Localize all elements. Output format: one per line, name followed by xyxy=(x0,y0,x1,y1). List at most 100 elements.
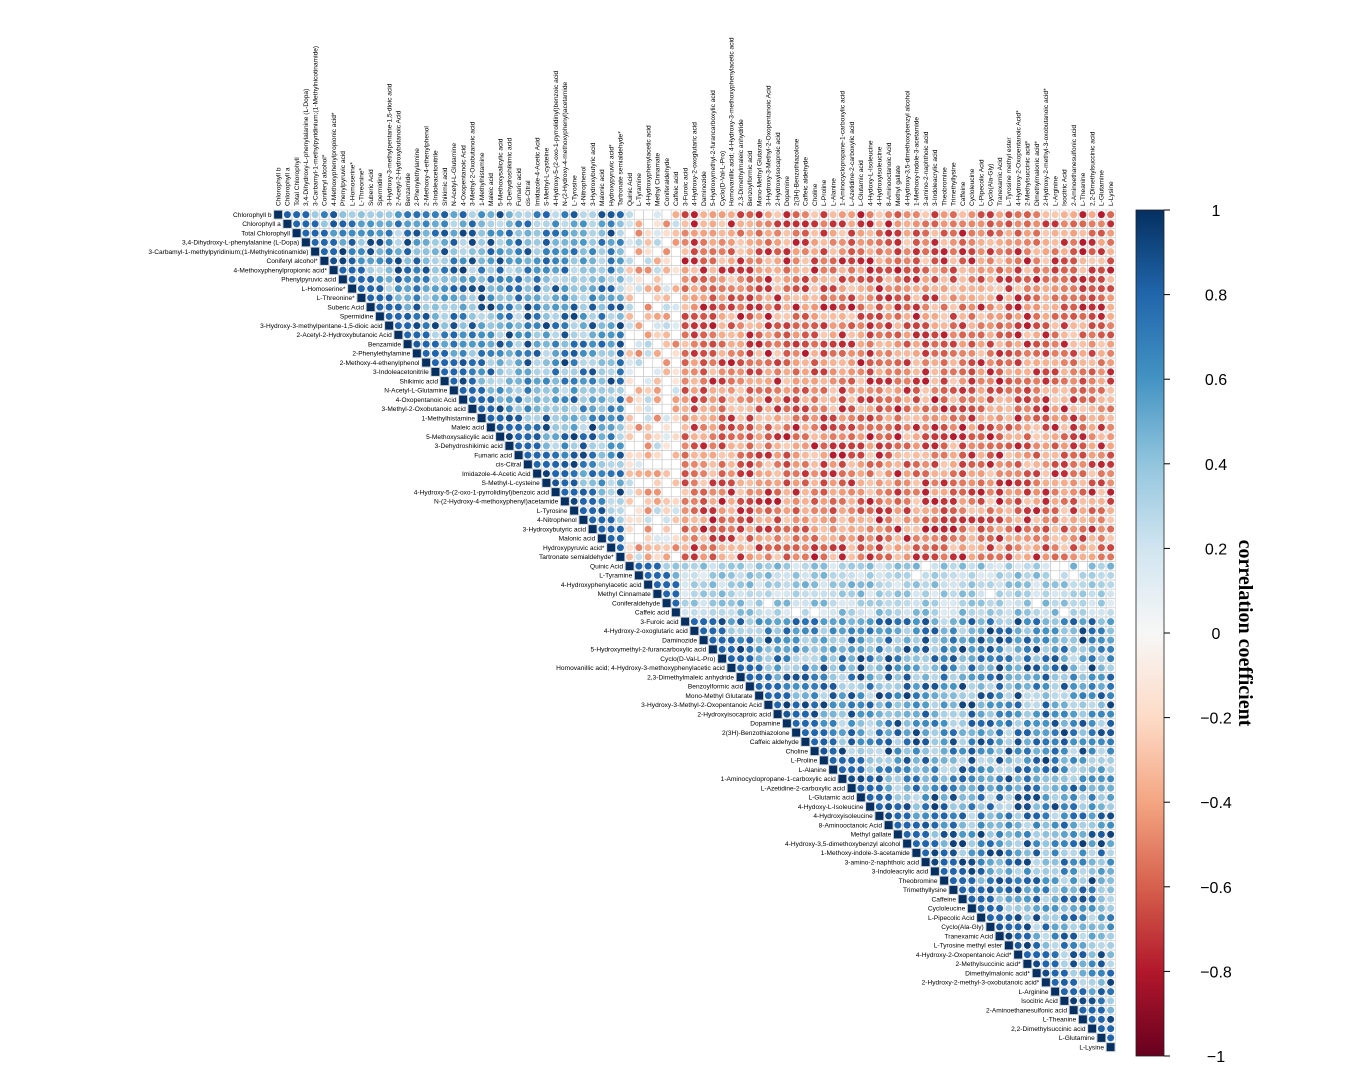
correlation-point xyxy=(357,238,365,246)
correlation-point xyxy=(977,211,985,219)
correlation-point xyxy=(431,257,439,265)
correlation-point xyxy=(968,220,976,228)
correlation-point xyxy=(478,266,486,274)
correlation-point xyxy=(542,220,550,228)
correlation-point xyxy=(700,266,708,274)
correlation-point xyxy=(755,257,763,265)
correlation-point xyxy=(644,248,652,256)
correlation-point xyxy=(533,248,541,256)
correlation-point xyxy=(866,248,874,256)
correlation-point xyxy=(838,275,846,283)
correlation-point xyxy=(737,211,745,219)
correlation-point xyxy=(718,211,726,219)
correlation-point xyxy=(746,275,754,283)
correlation-point xyxy=(875,285,883,293)
correlation-point xyxy=(394,238,402,246)
correlation-point xyxy=(1051,248,1059,256)
correlation-point xyxy=(885,266,893,274)
correlation-point xyxy=(385,211,393,219)
correlation-point xyxy=(1033,220,1041,228)
correlation-point xyxy=(1042,229,1050,237)
correlation-point xyxy=(894,285,902,293)
grid-cell xyxy=(661,348,672,359)
correlation-point xyxy=(1051,229,1059,237)
correlation-point xyxy=(626,285,634,293)
correlation-point xyxy=(755,238,763,246)
grid-cell xyxy=(670,292,681,303)
correlation-point xyxy=(672,266,680,274)
correlation-point xyxy=(653,238,661,246)
correlation-point xyxy=(367,285,375,293)
correlation-point xyxy=(700,248,708,256)
correlation-point xyxy=(663,220,671,228)
correlation-point xyxy=(385,285,393,293)
correlation-point xyxy=(598,285,606,293)
correlation-point xyxy=(792,266,800,274)
correlation-point xyxy=(644,257,652,265)
correlation-point xyxy=(709,229,717,237)
correlation-point xyxy=(579,275,587,283)
correlation-point xyxy=(579,220,587,228)
correlation-point xyxy=(903,229,911,237)
correlation-point xyxy=(422,257,430,265)
correlation-point xyxy=(1088,211,1096,219)
correlation-point xyxy=(404,238,412,246)
correlation-point xyxy=(450,275,458,283)
correlation-point xyxy=(690,211,698,219)
correlation-point xyxy=(357,285,365,293)
correlation-point xyxy=(413,257,421,265)
grid-cell xyxy=(661,209,672,220)
correlation-point xyxy=(996,275,1004,283)
grid-cell xyxy=(661,376,672,387)
correlation-point xyxy=(922,248,930,256)
correlation-point xyxy=(959,229,967,237)
correlation-point xyxy=(875,257,883,265)
correlation-point xyxy=(394,211,402,219)
correlation-point xyxy=(616,275,624,283)
correlation-point xyxy=(931,285,939,293)
correlation-point xyxy=(681,294,689,302)
correlation-point xyxy=(1014,229,1022,237)
grid-cell xyxy=(633,292,644,303)
grid-cell xyxy=(633,209,644,220)
grid-cell xyxy=(670,440,681,451)
correlation-point xyxy=(607,248,615,256)
correlation-point xyxy=(635,275,643,283)
correlation-point xyxy=(792,238,800,246)
correlation-point xyxy=(1097,257,1105,265)
correlation-point xyxy=(339,257,347,265)
correlation-point xyxy=(561,211,569,219)
correlation-point xyxy=(413,285,421,293)
correlation-point xyxy=(949,220,957,228)
correlation-point xyxy=(533,294,541,302)
correlation-point xyxy=(1088,266,1096,274)
correlation-point xyxy=(1033,238,1041,246)
correlation-point xyxy=(894,229,902,237)
correlation-point xyxy=(1107,211,1115,219)
correlation-point xyxy=(1051,220,1059,228)
grid-cell xyxy=(652,246,663,257)
correlation-point xyxy=(959,211,967,219)
correlation-point xyxy=(1033,248,1041,256)
correlation-point xyxy=(1079,238,1087,246)
correlation-point xyxy=(838,257,846,265)
correlation-point xyxy=(320,229,328,237)
correlation-point xyxy=(478,229,486,237)
correlation-point xyxy=(1033,211,1041,219)
correlation-point xyxy=(792,275,800,283)
correlation-point xyxy=(441,220,449,228)
correlation-point xyxy=(709,285,717,293)
correlation-point xyxy=(875,275,883,283)
correlation-point xyxy=(1005,229,1013,237)
correlation-point xyxy=(598,257,606,265)
correlation-point xyxy=(496,229,504,237)
grid-cell xyxy=(670,329,681,340)
correlation-point xyxy=(441,248,449,256)
correlation-point xyxy=(357,257,365,265)
correlation-point xyxy=(589,266,597,274)
correlation-point xyxy=(959,285,967,293)
correlation-point xyxy=(348,257,356,265)
correlation-point xyxy=(820,285,828,293)
grid-cell xyxy=(633,496,644,507)
correlation-point xyxy=(505,275,513,283)
